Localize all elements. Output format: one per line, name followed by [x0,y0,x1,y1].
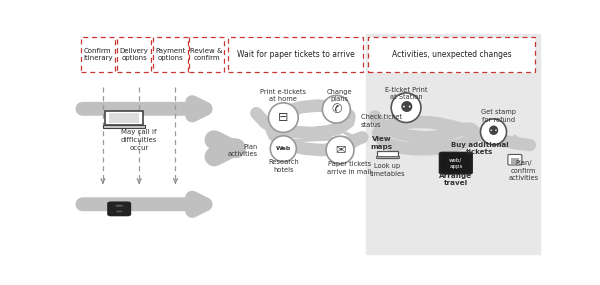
Ellipse shape [271,136,296,162]
Text: View
maps: View maps [371,136,393,150]
FancyBboxPatch shape [108,202,130,215]
Ellipse shape [326,136,354,164]
Bar [109,113,139,123]
FancyBboxPatch shape [117,38,151,72]
FancyBboxPatch shape [368,38,535,72]
Ellipse shape [116,211,122,212]
Text: E-ticket Print
at Station: E-ticket Print at Station [385,87,427,100]
Text: ⊟: ⊟ [278,111,289,124]
Text: Payment
options: Payment options [155,48,185,61]
Ellipse shape [115,205,124,207]
Text: May call if
difficulties
occur: May call if difficulties occur [121,129,157,150]
FancyBboxPatch shape [105,111,143,125]
Ellipse shape [391,93,421,123]
Text: Wait for paper tickets to arrive: Wait for paper tickets to arrive [237,50,355,59]
Bar [376,156,398,158]
FancyBboxPatch shape [153,38,188,72]
Bar [103,125,145,128]
Text: ⚉: ⚉ [488,125,499,138]
Bar [365,34,540,254]
Text: Research
hotels: Research hotels [268,159,299,173]
FancyBboxPatch shape [229,38,364,72]
Text: Review &
confirm: Review & confirm [190,48,223,61]
FancyBboxPatch shape [508,154,522,165]
Text: ✆: ✆ [331,103,341,116]
Ellipse shape [322,95,350,123]
Text: Change
plans: Change plans [326,89,352,102]
Text: ✉: ✉ [335,144,346,156]
Text: Activities, unexpected changes: Activities, unexpected changes [392,50,511,59]
Text: Check ticket
status: Check ticket status [361,114,401,128]
Text: Get stamp
for refund: Get stamp for refund [481,109,515,123]
Text: Print e-tickets
at home: Print e-tickets at home [260,89,307,102]
Text: Web: Web [275,146,291,151]
Text: Plan/
confirm
activities: Plan/ confirm activities [509,160,539,181]
FancyBboxPatch shape [377,150,398,158]
Text: Confirm
itinerary: Confirm itinerary [83,48,113,61]
Ellipse shape [481,119,506,145]
Text: Look up
timetables: Look up timetables [370,163,405,177]
Text: Paper tickets
arrive in mail: Paper tickets arrive in mail [327,161,371,175]
Text: Arrange
travel: Arrange travel [439,173,472,186]
Text: Buy additional
tickets: Buy additional tickets [451,142,508,155]
Text: web/
apps: web/ apps [449,158,463,169]
Bar [511,158,518,164]
FancyBboxPatch shape [190,38,224,72]
Text: ⚉: ⚉ [399,100,413,115]
FancyBboxPatch shape [440,152,472,174]
Ellipse shape [268,103,298,132]
FancyBboxPatch shape [80,38,115,72]
Text: Delivery
options: Delivery options [119,48,148,61]
Text: Plan
activities: Plan activities [227,144,258,157]
